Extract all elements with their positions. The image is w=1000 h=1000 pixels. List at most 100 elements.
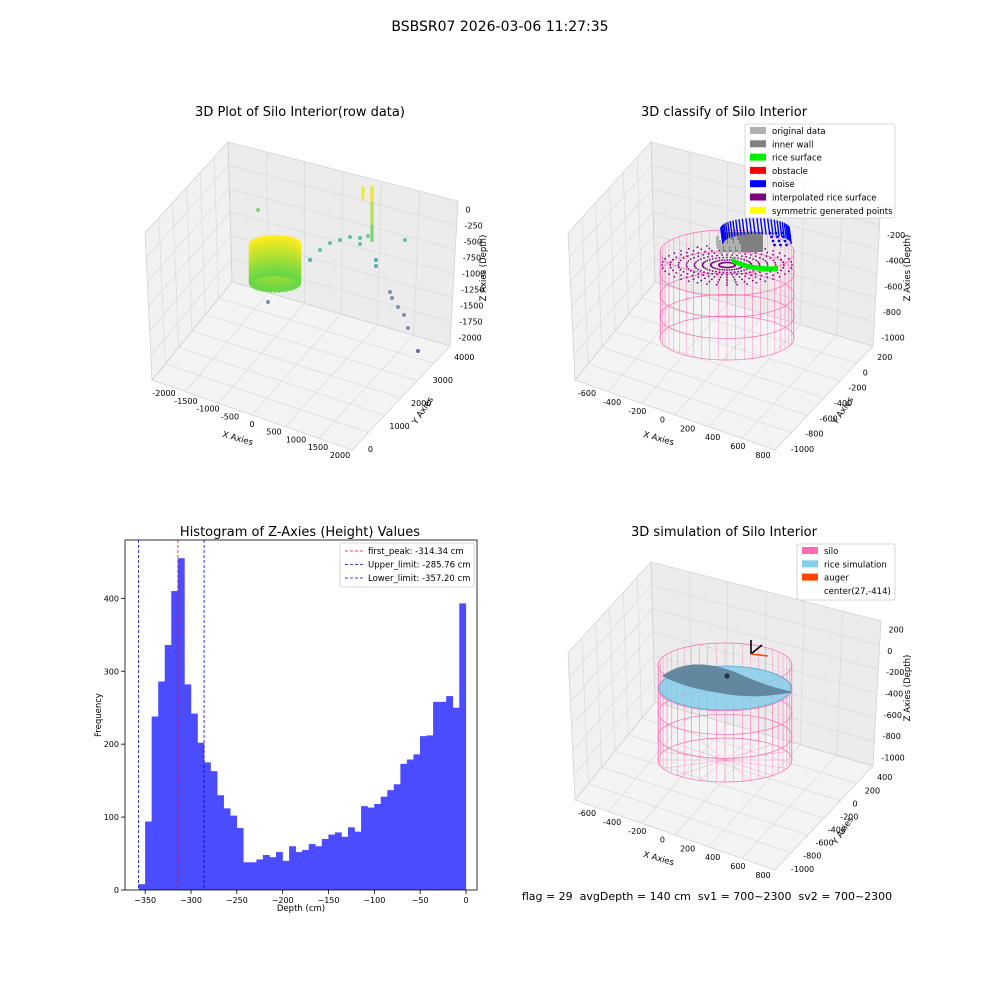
histogram-bar xyxy=(302,849,310,890)
raw-point xyxy=(361,196,365,201)
interpolated-point xyxy=(759,271,761,274)
raw-point xyxy=(361,193,365,197)
classify-tick-labels: -600 -400 -200 0 200 400 600 800 -1000 -800 -600 -4… xyxy=(578,206,905,460)
interpolated-point xyxy=(711,278,713,281)
interpolated-point xyxy=(677,264,680,266)
noise-point xyxy=(720,225,725,242)
inner-wall-point xyxy=(734,232,739,237)
grid-line-z xyxy=(570,608,879,703)
interpolated-point xyxy=(696,281,699,284)
x-tick-label: −100 xyxy=(363,896,385,905)
original-data-point xyxy=(732,244,735,254)
raw-point xyxy=(272,288,278,293)
noise-point xyxy=(771,239,775,243)
interpolated-point xyxy=(717,281,719,284)
interpolated-point xyxy=(714,267,717,270)
histogram-bar xyxy=(308,844,316,890)
interpolated-point xyxy=(778,275,781,278)
status-line: flag = 29 avgDepth = 140 cm sv1 = 700~23… xyxy=(522,890,892,903)
z-tick-label: -200 xyxy=(886,668,904,677)
grid-line-z xyxy=(147,188,456,283)
y-tick-label: 0 xyxy=(863,369,868,378)
simulation-legend: silo rice simulation auger center(27,-414) xyxy=(796,543,896,601)
x-tick-label: 2000 xyxy=(330,451,350,460)
interpolated-point xyxy=(772,250,774,252)
raw-point xyxy=(374,264,378,268)
interpolated-point xyxy=(711,255,714,257)
histogram-bar xyxy=(334,832,342,890)
interpolated-point xyxy=(737,270,739,273)
interpolated-point xyxy=(708,280,711,283)
interpolated-point xyxy=(713,252,716,255)
silo-floor-spoke xyxy=(724,739,751,761)
noise-point xyxy=(782,235,785,239)
grid-line-z xyxy=(568,584,880,678)
y-tick-label: 200 xyxy=(877,353,892,362)
inner-wall-point xyxy=(758,237,763,242)
histogram-bar xyxy=(393,784,401,890)
legend-label: Lower_limit: -357.20 cm xyxy=(368,574,470,584)
y-tick-label: 3000 xyxy=(433,376,453,385)
y-tick-label: -800 xyxy=(805,430,823,439)
silo-floor-spoke xyxy=(699,739,726,761)
interpolated-point xyxy=(700,248,703,251)
interpolated-point xyxy=(754,272,757,275)
legend-swatch xyxy=(802,547,818,554)
legend-label: noise xyxy=(772,180,795,190)
y-tick-label: -1000 xyxy=(791,445,814,454)
histogram-bar xyxy=(420,736,427,890)
interpolated-point xyxy=(764,260,767,262)
interpolated-point xyxy=(728,269,731,271)
interpolated-point xyxy=(711,258,714,260)
noise-point xyxy=(776,220,780,237)
noise-point xyxy=(773,243,776,247)
z-tick-label: -1250 xyxy=(461,286,484,295)
x-tick-label: −300 xyxy=(180,896,202,905)
grid-line-x xyxy=(741,191,843,439)
raw-point xyxy=(370,185,374,189)
histogram-bar xyxy=(426,735,434,890)
histogram-bar xyxy=(295,852,303,890)
histogram-bar xyxy=(315,846,323,890)
interpolated-point xyxy=(685,276,688,279)
interpolated-point xyxy=(744,275,747,277)
simulation-x-axis-label: X Axies xyxy=(642,850,675,868)
interpolated-point xyxy=(764,247,767,250)
inner-wall-point xyxy=(754,232,759,237)
interpolated-point xyxy=(716,273,718,276)
interpolated-point xyxy=(774,264,777,266)
interpolated-point xyxy=(746,283,748,285)
raw-point xyxy=(348,235,352,239)
histogram-bar xyxy=(439,701,447,891)
raw-point xyxy=(284,286,290,292)
panel-simulation: 3D simulation of Silo Interior -600-400-… xyxy=(522,525,913,903)
raw-point xyxy=(358,242,362,246)
y-tick-label: 2000 xyxy=(411,399,431,408)
histogram-bar xyxy=(289,846,296,890)
legend-label: rice surface xyxy=(772,154,822,164)
classify-x-axis-label: X Axies xyxy=(642,430,675,448)
noise-point xyxy=(735,219,739,236)
original-data-point xyxy=(730,240,733,250)
noise-point xyxy=(783,222,787,239)
interpolated-point xyxy=(729,271,732,274)
interpolated-point xyxy=(741,278,743,281)
interpolated-point xyxy=(661,261,664,263)
z-tick-label: -1000 xyxy=(882,333,905,342)
interpolated-point xyxy=(704,267,707,270)
interpolated-point xyxy=(686,272,689,275)
interpolated-point xyxy=(732,276,735,279)
histogram-bar xyxy=(406,759,414,890)
interpolated-point xyxy=(680,278,682,280)
noise-point xyxy=(745,218,749,235)
interpolated-point xyxy=(704,260,707,263)
y-tick-label: 200 xyxy=(104,740,119,749)
interpolated-point xyxy=(726,261,728,264)
histogram-bar xyxy=(380,796,388,890)
raw-point xyxy=(370,210,374,214)
interpolated-point xyxy=(726,259,728,261)
raw-point xyxy=(374,258,378,262)
interpolated-point xyxy=(680,250,682,252)
interpolated-point xyxy=(680,274,682,277)
legend-swatch xyxy=(750,193,766,201)
